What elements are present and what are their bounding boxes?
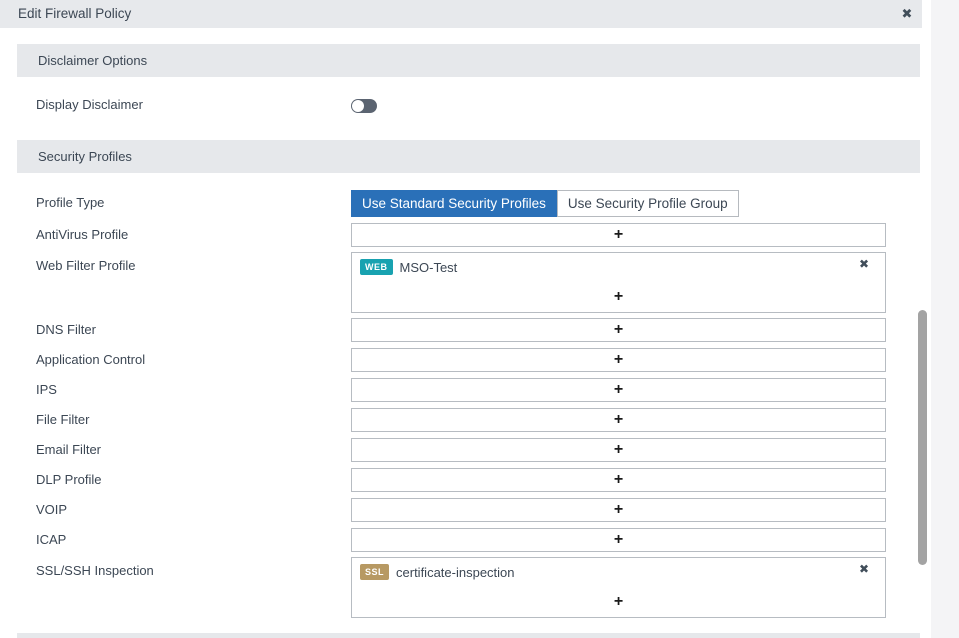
- icap-field[interactable]: +: [351, 528, 886, 552]
- add-icon[interactable]: +: [613, 441, 624, 458]
- display-disclaimer-toggle[interactable]: [351, 99, 377, 113]
- application-control-label: Application Control: [36, 352, 146, 367]
- next-section-bar: [17, 633, 920, 638]
- add-icon[interactable]: +: [613, 411, 624, 428]
- ssl-badge: SSL: [360, 564, 390, 580]
- add-icon[interactable]: +: [613, 501, 624, 518]
- scrollbar-thumb[interactable]: [918, 310, 927, 565]
- email-filter-field[interactable]: +: [351, 438, 886, 462]
- application-control-field[interactable]: +: [351, 348, 886, 372]
- web-badge: WEB: [360, 259, 393, 275]
- antivirus-profile-field[interactable]: +: [351, 223, 886, 247]
- dialog-title: Edit Firewall Policy: [18, 6, 132, 21]
- add-icon[interactable]: +: [613, 381, 624, 398]
- file-filter-field[interactable]: +: [351, 408, 886, 432]
- toggle-knob-icon: [352, 100, 364, 112]
- icap-label: ICAP: [36, 532, 67, 547]
- web-filter-profile-label: Web Filter Profile: [36, 258, 136, 273]
- selected-entry: WEB MSO-Test: [360, 259, 457, 275]
- add-icon[interactable]: +: [613, 321, 624, 338]
- web-filter-profile-field[interactable]: WEB MSO-Test ✖ +: [351, 252, 886, 313]
- dns-filter-field[interactable]: +: [351, 318, 886, 342]
- entry-name: MSO-Test: [399, 259, 458, 275]
- ssl-ssh-inspection-field[interactable]: SSL certificate-inspection ✖ +: [351, 557, 886, 618]
- section-disclaimer-options: Disclaimer Options: [17, 44, 920, 77]
- page-background: [931, 0, 959, 638]
- add-icon[interactable]: +: [613, 531, 624, 548]
- dlp-profile-label: DLP Profile: [36, 472, 102, 487]
- ssl-ssh-inspection-label: SSL/SSH Inspection: [36, 563, 154, 578]
- add-icon[interactable]: +: [613, 593, 624, 610]
- close-icon[interactable]: ✖: [901, 6, 913, 21]
- add-icon[interactable]: +: [613, 226, 624, 243]
- remove-entry-icon[interactable]: ✖: [858, 562, 869, 576]
- voip-field[interactable]: +: [351, 498, 886, 522]
- remove-entry-icon[interactable]: ✖: [858, 257, 869, 271]
- dns-filter-label: DNS Filter: [36, 322, 96, 337]
- profile-type-standard-button[interactable]: Use Standard Security Profiles: [351, 190, 557, 217]
- voip-label: VOIP: [36, 502, 68, 517]
- section-security-profiles: Security Profiles: [17, 140, 920, 173]
- add-icon[interactable]: +: [613, 351, 624, 368]
- dlp-profile-field[interactable]: +: [351, 468, 886, 492]
- email-filter-label: Email Filter: [36, 442, 102, 457]
- profile-type-segmented-control: Use Standard Security Profiles Use Secur…: [351, 190, 739, 217]
- section-title: Disclaimer Options: [38, 53, 148, 68]
- dialog-header: Edit Firewall Policy ✖: [0, 0, 922, 28]
- section-title: Security Profiles: [38, 149, 132, 164]
- antivirus-profile-label: AntiVirus Profile: [36, 227, 129, 242]
- entry-name: certificate-inspection: [396, 564, 515, 580]
- selected-entry: SSL certificate-inspection: [360, 564, 515, 580]
- profile-type-group-button[interactable]: Use Security Profile Group: [556, 190, 739, 217]
- ips-field[interactable]: +: [351, 378, 886, 402]
- add-icon[interactable]: +: [613, 471, 624, 488]
- ips-label: IPS: [36, 382, 57, 397]
- add-icon[interactable]: +: [613, 288, 624, 305]
- display-disclaimer-label: Display Disclaimer: [36, 97, 143, 112]
- file-filter-label: File Filter: [36, 412, 90, 427]
- profile-type-label: Profile Type: [36, 195, 105, 210]
